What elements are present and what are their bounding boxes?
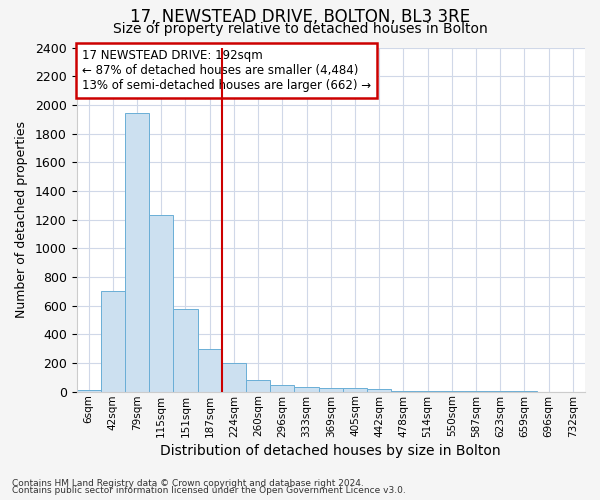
Bar <box>270 386 295 392</box>
Bar <box>77 390 101 392</box>
Bar <box>173 309 197 392</box>
Bar <box>222 363 246 392</box>
Text: 17 NEWSTEAD DRIVE: 192sqm
← 87% of detached houses are smaller (4,484)
13% of se: 17 NEWSTEAD DRIVE: 192sqm ← 87% of detac… <box>82 49 371 92</box>
Text: Contains public sector information licensed under the Open Government Licence v3: Contains public sector information licen… <box>12 486 406 495</box>
Bar <box>246 380 270 392</box>
Text: Size of property relative to detached houses in Bolton: Size of property relative to detached ho… <box>113 22 487 36</box>
Bar <box>391 390 416 392</box>
Bar <box>343 388 367 392</box>
Bar <box>101 290 125 392</box>
Bar <box>197 348 222 392</box>
Text: Contains HM Land Registry data © Crown copyright and database right 2024.: Contains HM Land Registry data © Crown c… <box>12 478 364 488</box>
Bar <box>319 388 343 392</box>
Bar <box>125 114 149 392</box>
Bar <box>149 216 173 392</box>
Bar <box>440 391 464 392</box>
Text: 17, NEWSTEAD DRIVE, BOLTON, BL3 3RE: 17, NEWSTEAD DRIVE, BOLTON, BL3 3RE <box>130 8 470 26</box>
Bar <box>416 391 440 392</box>
Bar <box>295 388 319 392</box>
X-axis label: Distribution of detached houses by size in Bolton: Distribution of detached houses by size … <box>160 444 501 458</box>
Y-axis label: Number of detached properties: Number of detached properties <box>15 121 28 318</box>
Bar <box>367 389 391 392</box>
